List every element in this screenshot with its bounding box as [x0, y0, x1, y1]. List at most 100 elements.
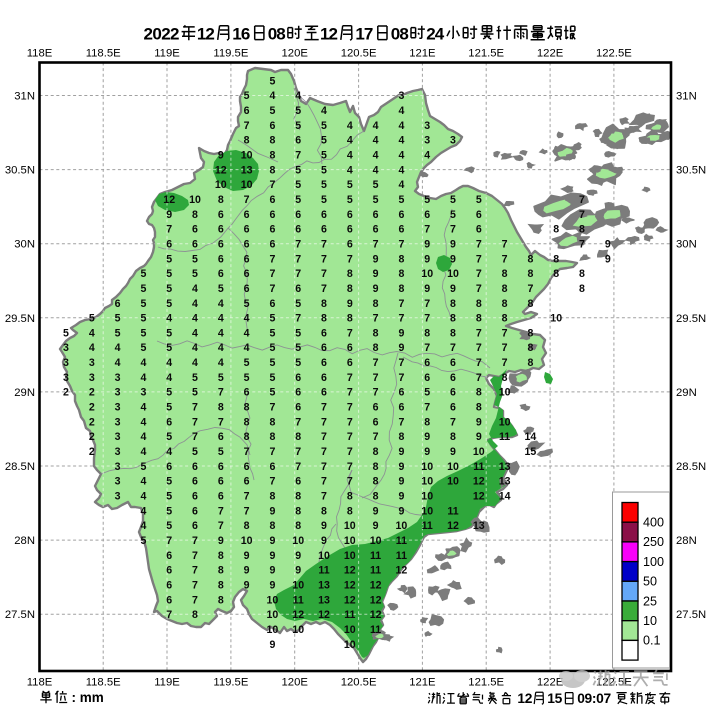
svg-text:6: 6: [192, 505, 198, 517]
svg-text:7: 7: [347, 461, 353, 473]
svg-text:10: 10: [267, 594, 279, 606]
svg-text:10: 10: [344, 550, 356, 562]
svg-text:5: 5: [192, 268, 198, 280]
svg-text:6: 6: [476, 209, 482, 221]
svg-text:3: 3: [115, 446, 121, 458]
svg-text:17: 17: [355, 25, 373, 44]
svg-text:11: 11: [370, 550, 381, 562]
svg-text:4: 4: [398, 135, 404, 147]
svg-text:14: 14: [499, 491, 511, 503]
svg-text:7: 7: [373, 357, 379, 369]
svg-text:6: 6: [424, 357, 430, 369]
svg-text:10: 10: [473, 446, 485, 458]
svg-text:7: 7: [347, 402, 353, 414]
svg-text:8: 8: [579, 283, 585, 295]
svg-text:9: 9: [424, 283, 430, 295]
svg-text:8: 8: [269, 431, 275, 443]
svg-text:5: 5: [295, 342, 301, 354]
svg-text:7: 7: [502, 342, 508, 354]
svg-text:4: 4: [373, 120, 379, 132]
svg-text:120.5E: 120.5E: [341, 677, 377, 689]
svg-text:5: 5: [269, 105, 275, 117]
svg-text:7: 7: [192, 550, 198, 562]
svg-text:7: 7: [373, 313, 379, 325]
svg-text:119E: 119E: [154, 48, 180, 60]
svg-text:4: 4: [89, 327, 95, 339]
svg-text:5: 5: [295, 105, 301, 117]
svg-text:5: 5: [347, 179, 353, 191]
svg-text:8: 8: [269, 520, 275, 532]
svg-text:7: 7: [424, 224, 430, 236]
svg-text:4: 4: [140, 416, 146, 428]
svg-text:4: 4: [244, 313, 250, 325]
svg-text:4: 4: [398, 150, 404, 162]
svg-text:7: 7: [192, 594, 198, 606]
svg-text:4: 4: [244, 327, 250, 339]
svg-text:6: 6: [295, 283, 301, 295]
svg-text:8: 8: [218, 594, 224, 606]
svg-text:5: 5: [115, 313, 121, 325]
svg-text:6: 6: [295, 135, 301, 147]
svg-text:7: 7: [244, 505, 250, 517]
svg-text:12: 12: [344, 580, 356, 592]
svg-text:4: 4: [347, 135, 353, 147]
svg-text:10: 10: [292, 624, 304, 636]
svg-text:12: 12: [370, 609, 382, 621]
svg-text:12: 12: [163, 194, 175, 206]
svg-text:5: 5: [295, 179, 301, 191]
svg-text:4: 4: [192, 357, 198, 369]
svg-text:9: 9: [398, 476, 404, 488]
svg-text:6: 6: [192, 476, 198, 488]
svg-text:6: 6: [321, 357, 327, 369]
svg-text:5: 5: [321, 150, 327, 162]
svg-text:10: 10: [267, 624, 279, 636]
svg-text:7: 7: [244, 120, 250, 132]
svg-text:3: 3: [63, 372, 69, 384]
svg-text:11: 11: [473, 461, 484, 473]
svg-text:8: 8: [295, 491, 301, 503]
svg-text:7: 7: [398, 238, 404, 250]
svg-text:5: 5: [192, 387, 198, 399]
svg-text:7: 7: [373, 387, 379, 399]
svg-text:4: 4: [398, 164, 404, 176]
svg-text:8: 8: [295, 520, 301, 532]
svg-text:7: 7: [269, 476, 275, 488]
svg-text:5: 5: [166, 476, 172, 488]
svg-text:7: 7: [476, 342, 482, 354]
svg-text:7: 7: [321, 431, 327, 443]
svg-text:5: 5: [424, 387, 430, 399]
svg-text:9: 9: [398, 342, 404, 354]
svg-text:7: 7: [347, 387, 353, 399]
svg-text:30N: 30N: [14, 239, 35, 251]
svg-text:9: 9: [269, 535, 275, 547]
svg-text:5: 5: [244, 298, 250, 310]
svg-text:6: 6: [295, 224, 301, 236]
svg-text:7: 7: [295, 253, 301, 265]
svg-text:4: 4: [269, 90, 275, 102]
svg-text:9: 9: [244, 550, 250, 562]
svg-text:8: 8: [373, 298, 379, 310]
svg-text:6: 6: [321, 342, 327, 354]
svg-text:6: 6: [244, 387, 250, 399]
svg-text:8: 8: [502, 372, 508, 384]
svg-text:5: 5: [321, 179, 327, 191]
svg-text:121.5E: 121.5E: [468, 48, 504, 60]
svg-text:9: 9: [450, 446, 456, 458]
svg-text:2: 2: [89, 402, 95, 414]
svg-text:7: 7: [579, 238, 585, 250]
svg-text:6: 6: [398, 209, 404, 221]
svg-text:27.5N: 27.5N: [5, 609, 35, 621]
svg-text:14: 14: [525, 431, 537, 443]
svg-text:4: 4: [373, 150, 379, 162]
svg-text:7: 7: [321, 283, 327, 295]
svg-text:15: 15: [525, 446, 537, 458]
svg-text:8: 8: [502, 298, 508, 310]
svg-text:24: 24: [426, 25, 445, 44]
svg-text:7: 7: [321, 476, 327, 488]
svg-text:5: 5: [166, 520, 172, 532]
svg-text:8: 8: [450, 298, 456, 310]
svg-text:10: 10: [344, 624, 356, 636]
svg-text:6: 6: [398, 224, 404, 236]
svg-text:5: 5: [269, 387, 275, 399]
svg-text:118E: 118E: [27, 48, 53, 60]
